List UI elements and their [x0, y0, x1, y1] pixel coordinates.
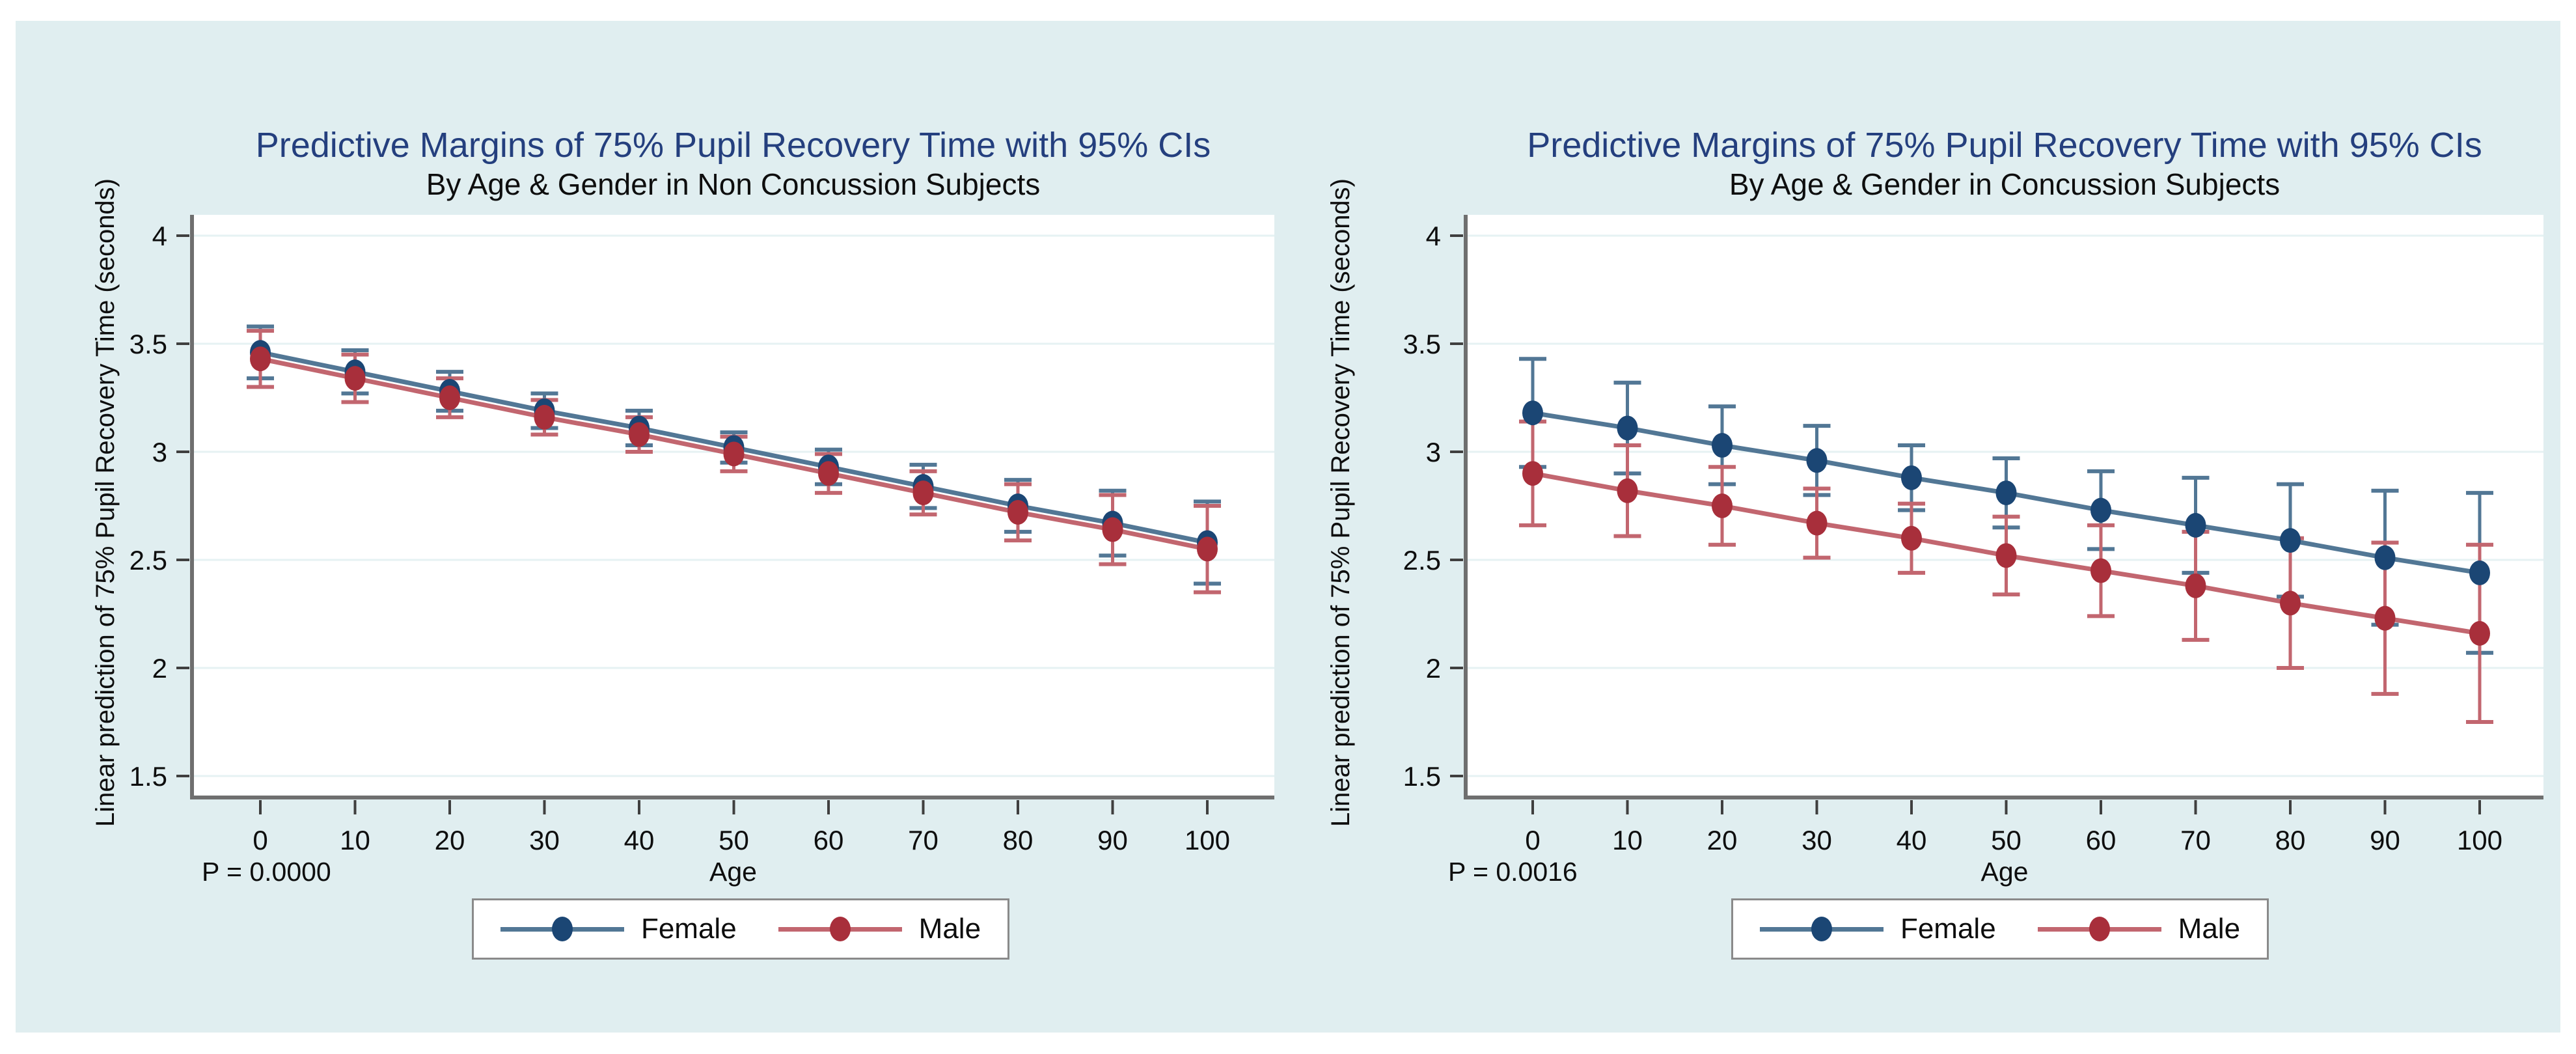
x-tick-label: 40 — [624, 825, 655, 855]
legend-item-female: Female — [1759, 913, 1996, 945]
male-marker — [2280, 590, 2301, 616]
x-tick-label: 100 — [1185, 825, 1230, 855]
legend-item-male: Male — [2037, 913, 2241, 945]
x-tick-label: 90 — [2370, 825, 2400, 855]
legend-label-male: Male — [918, 913, 981, 945]
male-marker — [1522, 461, 1543, 486]
female-marker — [2469, 560, 2490, 585]
male-marker — [1712, 493, 1733, 518]
x-tick-label: 40 — [1897, 825, 1927, 855]
male-marker — [2185, 573, 2206, 598]
x-tick-label: 0 — [253, 825, 267, 855]
female-marker — [2280, 528, 2301, 553]
y-axis-label: Linear prediction of 75% Pupil Recovery … — [1326, 178, 1355, 827]
female-marker — [1522, 400, 1543, 426]
male-marker — [2090, 558, 2111, 583]
y-tick-label: 2.5 — [1403, 545, 1441, 576]
female-marker — [1806, 448, 1828, 473]
y-tick-label: 1.5 — [1403, 761, 1441, 792]
male-marker — [1901, 525, 1922, 551]
female-marker — [2090, 497, 2111, 523]
male-marker — [2469, 620, 2490, 646]
y-axis-label: Linear prediction of 75% Pupil Recovery … — [91, 178, 120, 827]
female-marker — [2374, 545, 2396, 570]
x-tick-label: 80 — [2275, 825, 2306, 855]
x-tick-label: 0 — [1525, 825, 1540, 855]
male-marker — [439, 385, 460, 410]
male-marker — [250, 346, 271, 372]
legend-label-female: Female — [1900, 913, 1996, 945]
chart-title: Predictive Margins of 75% Pupil Recovery… — [255, 126, 1211, 165]
male-marker — [912, 480, 934, 506]
legend-item-female: Female — [500, 913, 737, 945]
male-marker — [1102, 517, 1123, 542]
female-marker — [1901, 465, 1922, 490]
legend-box: Female Male — [1731, 898, 2269, 960]
male-marker — [1197, 536, 1218, 562]
y-tick-label: 3 — [152, 437, 167, 467]
x-tick-label: 100 — [2457, 825, 2502, 855]
female-marker — [2185, 512, 2206, 538]
legend-label-female: Female — [640, 913, 737, 945]
female-series-sample-icon — [1759, 915, 1884, 943]
y-tick-label: 4 — [152, 221, 167, 251]
x-tick-label: 80 — [1003, 825, 1034, 855]
y-tick-label: 1.5 — [130, 761, 167, 792]
male-marker — [1617, 478, 1638, 503]
male-marker — [534, 404, 555, 430]
x-tick-label: 20 — [435, 825, 465, 855]
x-tick-label: 50 — [1991, 825, 2021, 855]
x-tick-label: 30 — [1802, 825, 1832, 855]
female-marker — [1995, 480, 2017, 506]
male-marker — [629, 422, 650, 447]
male-marker — [818, 461, 839, 486]
male-marker — [1806, 510, 1828, 536]
male-marker — [1007, 499, 1028, 525]
x-tick-label: 20 — [1707, 825, 1738, 855]
x-tick-label: 90 — [1097, 825, 1128, 855]
female-marker — [1712, 433, 1733, 458]
plot-area-non-concussion: 1.522.533.540 10 20 30 40 50 60 70 80 90 100 — [130, 215, 1274, 855]
y-tick-label: 3.5 — [130, 329, 167, 359]
x-tick-label: 60 — [814, 825, 844, 855]
legend-label-male: Male — [2178, 913, 2241, 945]
male-series-sample-icon — [2037, 915, 2161, 943]
chart-subtitle: By Age & Gender in Concussion Subjects — [1729, 167, 2281, 201]
p-value-annotation: P = 0.0016 — [1448, 857, 1578, 887]
chart-title: Predictive Margins of 75% Pupil Recovery… — [1527, 126, 2482, 165]
y-tick-label: 2 — [152, 653, 167, 684]
male-marker — [344, 366, 366, 391]
male-marker — [1995, 543, 2017, 568]
x-tick-label: 10 — [1612, 825, 1643, 855]
x-tick-label: 30 — [529, 825, 560, 855]
female-marker — [1617, 415, 1638, 441]
y-tick-label: 3 — [1426, 437, 1441, 467]
legend-box: Female Male — [472, 898, 1009, 960]
female-series-sample-icon — [500, 915, 624, 943]
plot-area-concussion: 1.522.533.540 10 20 30 40 50 60 70 80 90 100 — [1403, 215, 2543, 855]
x-tick-label: 70 — [2180, 825, 2211, 855]
chart-subtitle: By Age & Gender in Non Concussion Subjec… — [426, 167, 1041, 201]
y-tick-label: 4 — [1426, 221, 1441, 251]
y-tick-label: 3.5 — [1403, 329, 1441, 359]
x-axis-label: Age — [709, 857, 757, 887]
male-series-sample-icon — [778, 915, 902, 943]
y-tick-label: 2.5 — [130, 545, 167, 576]
legend-item-male: Male — [778, 913, 981, 945]
p-value-annotation: P = 0.0000 — [202, 857, 331, 887]
x-tick-label: 60 — [2086, 825, 2117, 855]
male-marker — [2374, 605, 2396, 631]
x-axis-label: Age — [1980, 857, 2029, 887]
male-marker — [723, 441, 745, 467]
plot-background — [192, 215, 1274, 797]
x-tick-label: 70 — [908, 825, 939, 855]
x-tick-label: 10 — [340, 825, 370, 855]
x-tick-label: 50 — [719, 825, 749, 855]
y-tick-label: 2 — [1426, 653, 1441, 684]
